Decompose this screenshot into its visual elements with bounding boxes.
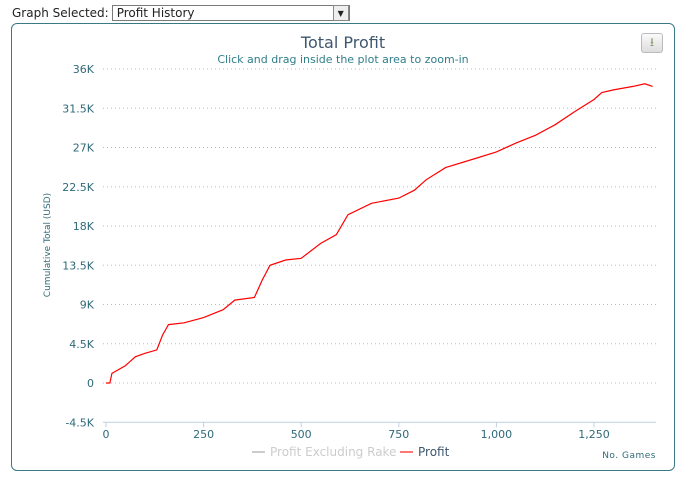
x-tick-label: 1,250 — [578, 428, 610, 441]
chart-subtitle: Click and drag inside the plot area to z… — [217, 53, 468, 66]
x-axis-label: No. Games — [602, 451, 656, 461]
chart-title: Total Profit — [300, 33, 385, 52]
x-tick-label: 0 — [103, 428, 110, 441]
y-tick-label: 13.5K — [62, 259, 94, 272]
y-tick-label: 36K — [73, 63, 95, 76]
x-tick-label: 750 — [388, 428, 409, 441]
download-icon[interactable]: ⭳ — [641, 33, 663, 53]
legend-profit: Profit — [418, 445, 450, 459]
y-axis-label: Cumulative Total (USD) — [43, 193, 53, 297]
y-tick-label: 0 — [87, 377, 94, 390]
y-tick-label: 9K — [80, 299, 95, 312]
y-tick-label: 27K — [73, 142, 95, 155]
chevron-down-icon[interactable]: ▼ — [332, 5, 349, 21]
graph-select[interactable]: Profit History ▼ — [111, 5, 350, 21]
y-tick-label: 18K — [73, 220, 95, 233]
y-tick-label: -4.5K — [65, 416, 94, 429]
x-tick-label: 250 — [193, 428, 214, 441]
legend-profit-excluding-rake: Profit Excluding Rake — [270, 445, 396, 459]
y-tick-label: 22.5K — [62, 181, 94, 194]
y-tick-label: 4.5K — [69, 338, 94, 351]
graph-selected-label: Graph Selected: — [12, 6, 109, 20]
graph-selector-row: Graph Selected: Profit History ▼ — [12, 5, 350, 21]
x-tick-label: 1,000 — [481, 428, 513, 441]
chart-panel — [11, 23, 675, 471]
graph-select-value: Profit History — [116, 6, 195, 20]
profit-line — [106, 83, 653, 384]
y-tick-label: 31.5K — [62, 102, 94, 115]
x-tick-label: 500 — [291, 428, 312, 441]
